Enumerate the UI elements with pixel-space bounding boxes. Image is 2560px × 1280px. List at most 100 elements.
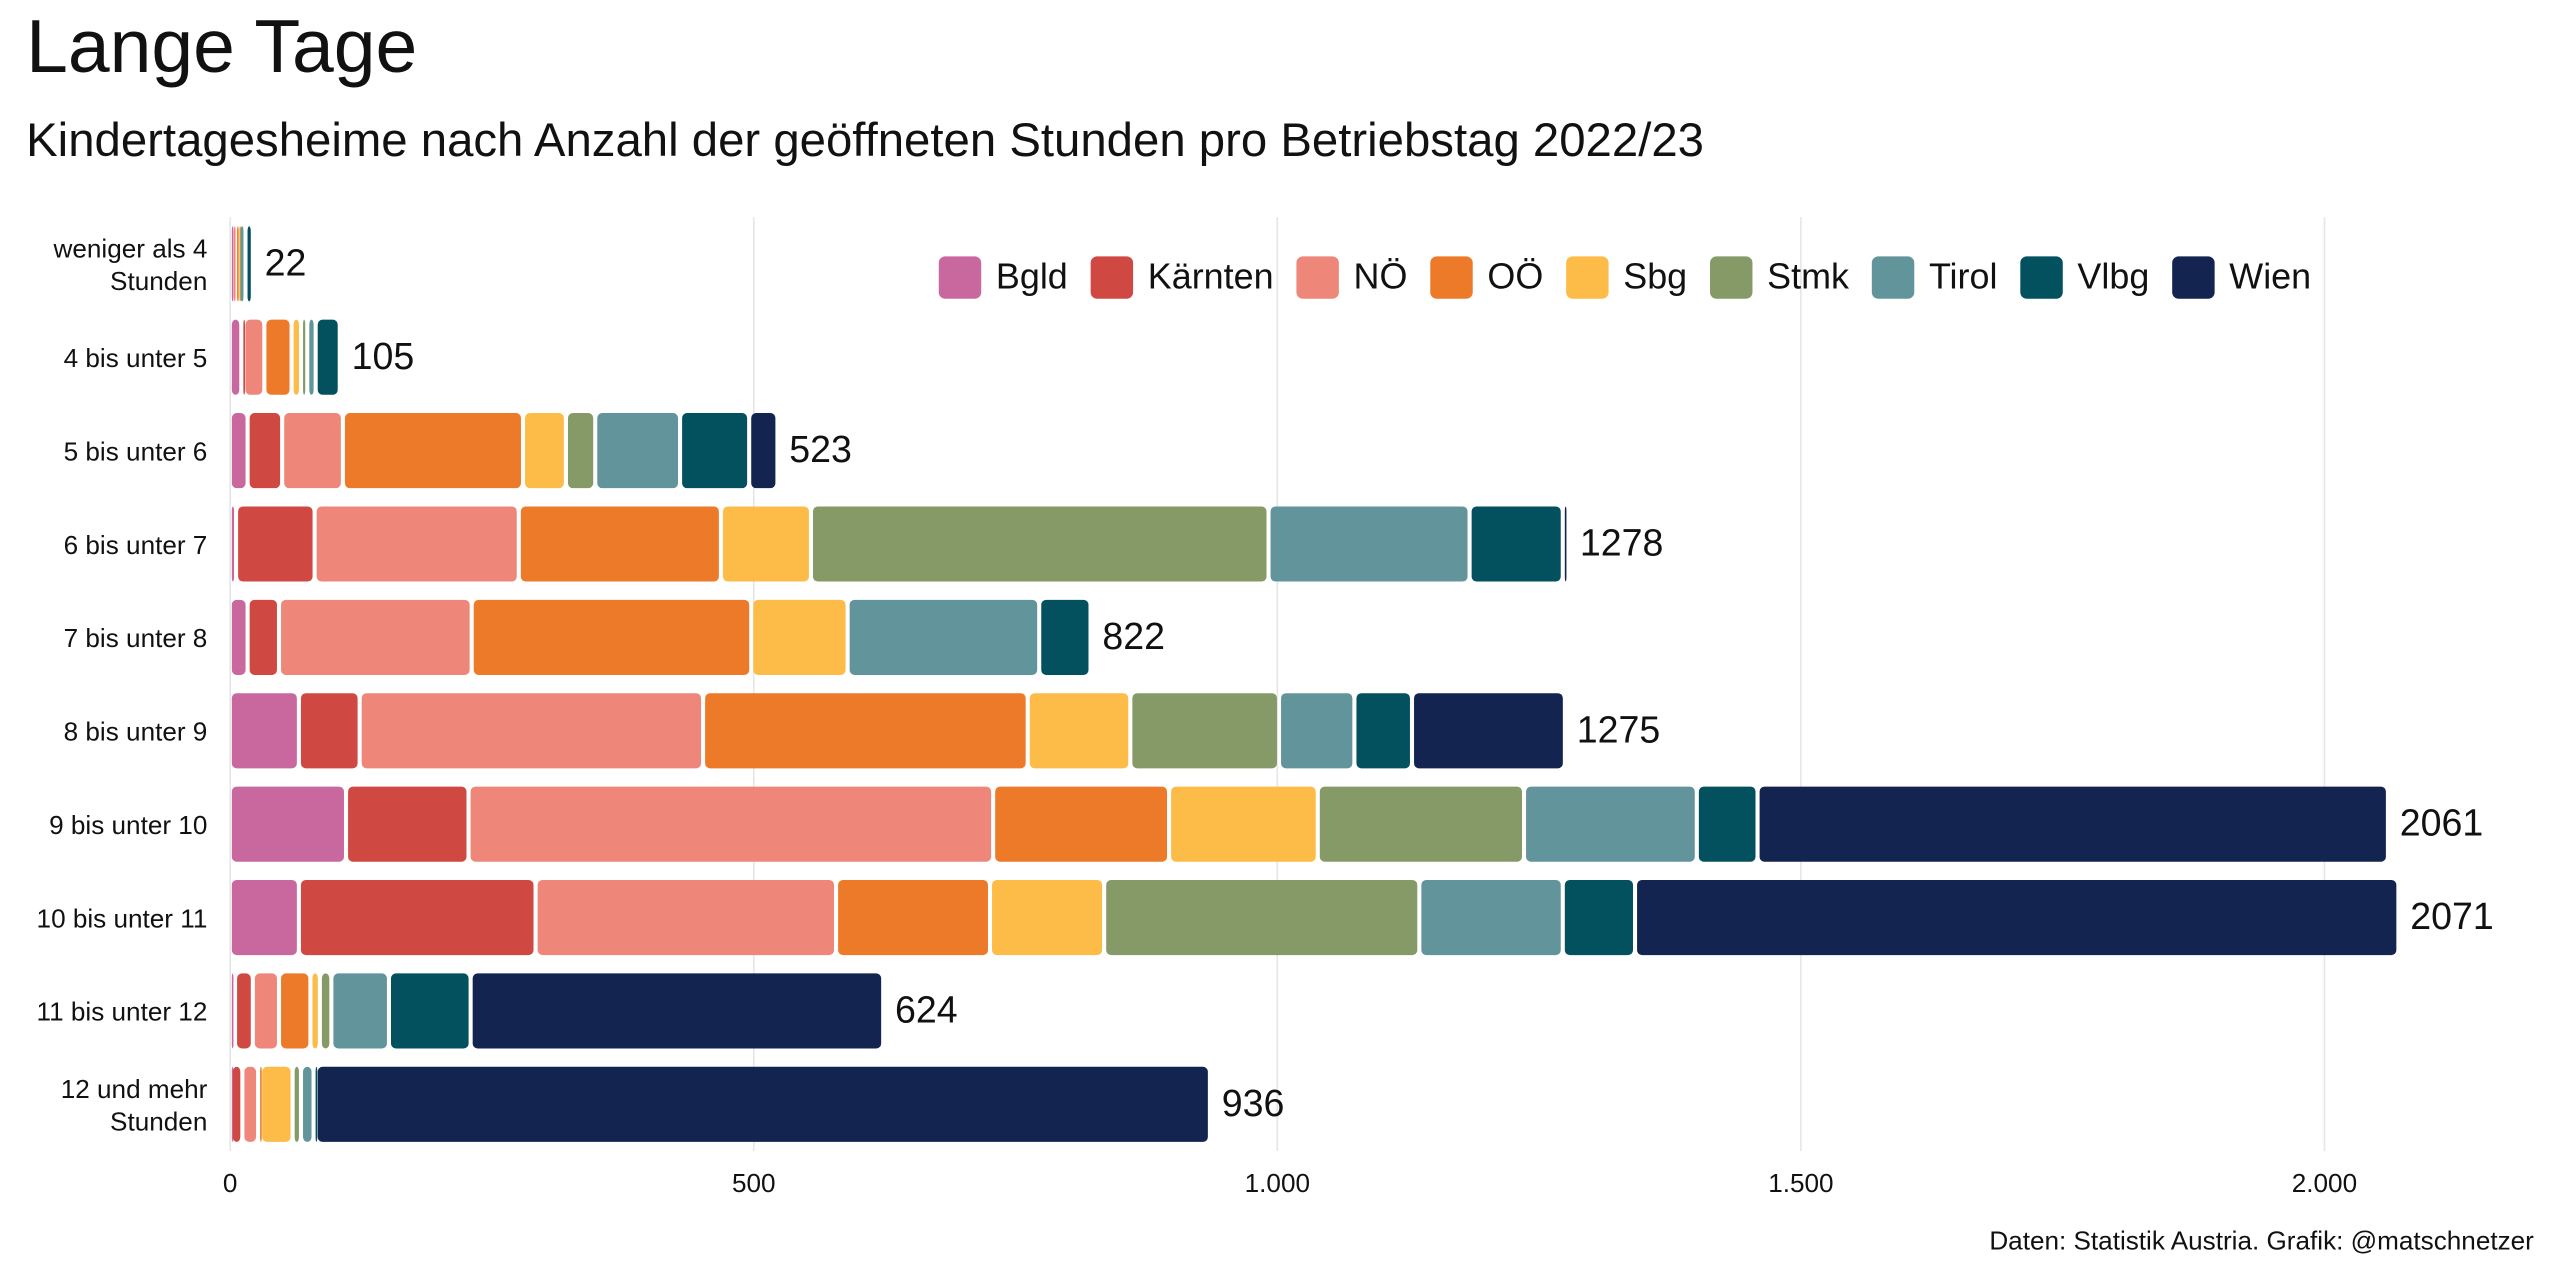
bar-segment xyxy=(249,599,277,675)
bar-segment xyxy=(567,413,594,489)
legend-label: Tirol xyxy=(1929,256,1997,297)
legend-swatch xyxy=(1090,256,1134,299)
bar-segment xyxy=(722,506,809,582)
bar-segment xyxy=(525,413,564,489)
bar-segment xyxy=(231,880,297,956)
bar-segment xyxy=(231,319,240,395)
total-label: 624 xyxy=(895,988,958,1030)
legend-label: NÖ xyxy=(1354,256,1408,297)
bar-segment xyxy=(243,319,245,395)
bar-segment xyxy=(262,1066,291,1142)
bar-segment xyxy=(682,413,748,489)
bar-segment xyxy=(1106,880,1418,956)
bar-segment xyxy=(470,786,992,862)
legend-swatch xyxy=(1430,256,1473,299)
bar-segment xyxy=(321,973,330,1049)
total-label: 822 xyxy=(1102,615,1165,657)
bar-segment xyxy=(751,413,776,489)
bar-segment xyxy=(315,1066,318,1142)
bar-segment xyxy=(231,973,234,1049)
legend-label: Stmk xyxy=(1767,256,1849,297)
bar-segment xyxy=(1471,506,1561,582)
bar-segment xyxy=(238,506,313,582)
bar-segment xyxy=(231,786,344,862)
legend-swatch xyxy=(1710,256,1753,299)
y-tick-label: 12 und mehr Stunden xyxy=(61,1074,208,1137)
bar-segment xyxy=(597,413,679,489)
bar-segment xyxy=(260,1066,262,1142)
caption: Daten: Statistik Austria. Grafik: @matsc… xyxy=(1989,1225,2534,1255)
bar-segment xyxy=(472,973,882,1049)
bar-segment xyxy=(344,413,521,489)
bar-segment xyxy=(1759,786,2386,862)
bar-segment xyxy=(237,973,251,1049)
bar-segment xyxy=(312,973,318,1049)
total-label: 2071 xyxy=(2410,895,2494,937)
bar-segment xyxy=(266,319,290,395)
bar-segment xyxy=(309,319,314,395)
bar-segment xyxy=(249,413,281,489)
bar-segment xyxy=(294,1066,299,1142)
legend-label: Kärnten xyxy=(1148,256,1274,297)
bar-segment xyxy=(1132,693,1277,769)
y-tick-label: 11 bis unter 12 xyxy=(37,997,208,1027)
x-tick-label: 500 xyxy=(732,1168,776,1198)
legend-swatch xyxy=(2172,256,2215,299)
bar-segment xyxy=(1281,693,1353,769)
bar-segment xyxy=(812,506,1267,582)
bar-segment xyxy=(849,599,1038,675)
y-tick-label: 8 bis unter 9 xyxy=(64,717,208,747)
y-tick-label: 5 bis unter 6 xyxy=(64,436,208,466)
total-label: 1275 xyxy=(1577,708,1661,750)
bar-segment xyxy=(293,319,299,395)
bar-segment xyxy=(232,1066,241,1142)
bar-segment xyxy=(1029,693,1129,769)
legend-swatch xyxy=(1871,256,1915,299)
legend-swatch xyxy=(938,256,982,299)
bar-segment xyxy=(537,880,835,956)
bar-segment xyxy=(245,319,263,395)
bar-segment xyxy=(254,973,277,1049)
bar-segment xyxy=(333,973,387,1049)
bar-segment xyxy=(233,226,236,302)
x-tick-label: 2.000 xyxy=(2292,1168,2357,1198)
y-tick-label: 6 bis unter 7 xyxy=(64,530,208,560)
x-tick-label: 1.000 xyxy=(1245,1168,1310,1198)
bar-segment xyxy=(473,599,750,675)
bar-segment xyxy=(390,973,469,1049)
bar-segment xyxy=(1637,880,2397,956)
bar-segment xyxy=(753,599,846,675)
bar-segment xyxy=(1526,786,1695,862)
y-tick-label: 4 bis unter 5 xyxy=(64,343,208,373)
legend-label: Sbg xyxy=(1623,256,1687,297)
bar-segment xyxy=(1356,693,1410,769)
bar-segment xyxy=(231,226,234,302)
y-tick-label: 9 bis unter 10 xyxy=(49,810,207,840)
total-label: 1278 xyxy=(1580,522,1664,564)
bar-segment xyxy=(1041,599,1089,675)
bar-segment xyxy=(241,226,244,302)
bar-segment xyxy=(1698,786,1756,862)
bar-segment xyxy=(316,506,517,582)
chart-title: Lange Tage xyxy=(26,4,417,88)
bar-segment xyxy=(1421,880,1561,956)
bar-segment xyxy=(300,880,534,956)
total-label: 2061 xyxy=(2400,802,2484,844)
x-tick-label: 0 xyxy=(223,1168,238,1198)
total-label: 22 xyxy=(265,241,307,283)
legend-swatch xyxy=(1566,256,1609,299)
legend-label: Vlbg xyxy=(2077,256,2149,297)
total-label: 936 xyxy=(1222,1082,1285,1124)
legend-label: Wien xyxy=(2229,256,2311,297)
y-tick-label: 10 bis unter 11 xyxy=(37,903,208,933)
bar-segment xyxy=(1564,506,1567,582)
bar-segment xyxy=(231,413,246,489)
bar-segment xyxy=(303,319,306,395)
bar-segment xyxy=(1319,786,1523,862)
bar-segment xyxy=(1564,880,1633,956)
bar-segment xyxy=(237,226,239,302)
bar-segment xyxy=(1171,786,1316,862)
bar-segment xyxy=(317,319,338,395)
